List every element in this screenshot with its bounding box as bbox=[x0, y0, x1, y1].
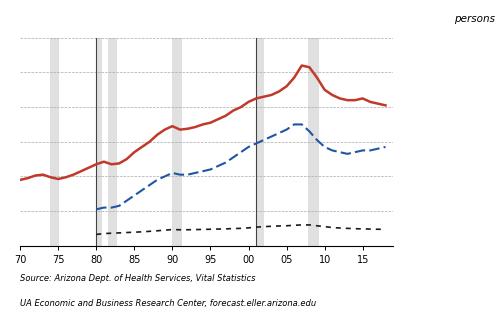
Text: Exhibit 2: Arizona, Phoenix MSA, and Tucson MSA Births: Exhibit 2: Arizona, Phoenix MSA, and Tuc… bbox=[28, 14, 358, 24]
Bar bbox=[308, 38, 320, 246]
Text: Source: Arizona Dept. of Health Services, Vital Statistics: Source: Arizona Dept. of Health Services… bbox=[20, 274, 256, 283]
Bar bbox=[256, 38, 264, 246]
Bar bbox=[108, 38, 117, 246]
Text: persons: persons bbox=[454, 14, 495, 24]
Bar bbox=[172, 38, 181, 246]
Bar bbox=[96, 38, 102, 246]
Bar bbox=[50, 38, 59, 246]
Text: UA Economic and Business Research Center, forecast.eller.arizona.edu: UA Economic and Business Research Center… bbox=[20, 299, 317, 308]
